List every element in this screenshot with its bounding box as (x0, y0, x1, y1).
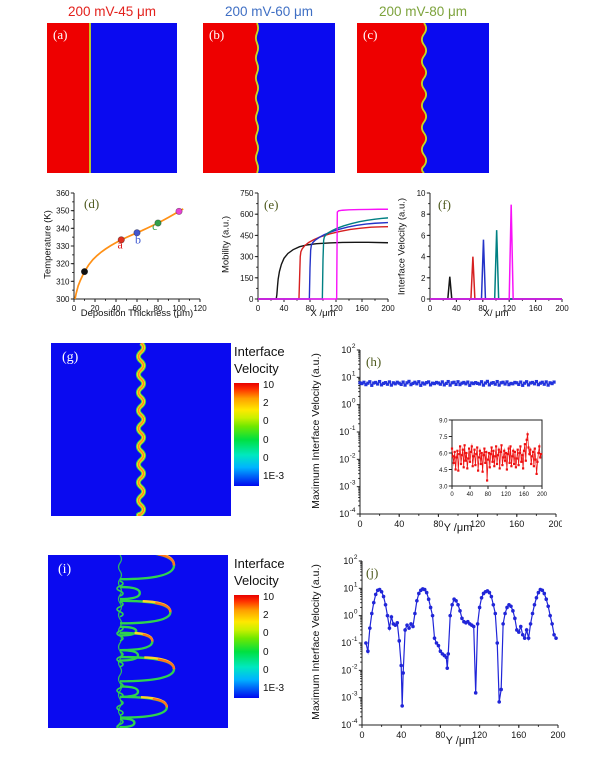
panel-i-image (48, 550, 228, 736)
colorbar-g-label: 0 (263, 416, 269, 428)
chart-j-xlabel: Y /μm (445, 735, 475, 747)
chart-d-canvas (40, 187, 208, 319)
panel-e-letter: (e) (264, 197, 279, 212)
colorbar-i-gradient (234, 595, 259, 698)
panel-f-letter: (f) (438, 197, 451, 212)
chart-h-ylabel: Maximum Interface Velocity (a.u.) (310, 353, 322, 509)
chart-e-canvas (220, 187, 398, 319)
panel-b-image (203, 22, 335, 174)
chart-d-ylabel: Temperature (K) (42, 210, 54, 279)
colorbar-i-title-line2: Velocity (234, 572, 279, 588)
colorbar-i-label: 2 (263, 610, 269, 622)
chart-j-canvas (326, 553, 566, 749)
colorbar-i-label: 0 (263, 628, 269, 640)
chart-f-canvas (396, 187, 572, 319)
colorbar-g-title: Interface Velocity (234, 344, 285, 378)
chart-d-xlabel: Deposition Thickness (μm) (80, 308, 194, 319)
panel-b-letter: (b) (209, 27, 225, 42)
colorbar-i-labels: 10 2 0 0 0 1E-3 (263, 592, 284, 694)
panel-c-image (357, 22, 489, 174)
colorbar-g-label: 1E-3 (263, 470, 285, 482)
chart-e-ylabel: Mobility (a.u.) (220, 216, 232, 274)
colorbar-g-title-line2: Velocity (234, 360, 279, 376)
panel-g-image (51, 341, 231, 519)
colorbar-i-label: 0 (263, 664, 269, 676)
panel-g-letter: (g) (62, 350, 79, 365)
chart-j-ylabel: Maximum Interface Velocity (a.u.) (310, 564, 322, 720)
colorbar-i-label: 1E-3 (263, 682, 285, 694)
panel-j-letter: (j) (366, 565, 379, 580)
colorbar-i-title-line1: Interface (234, 556, 285, 571)
colorbar-i-title: Interface Velocity (234, 556, 285, 590)
panel-c-title: 200 mV-80 μm (378, 4, 468, 19)
colorbar-i-label: 10 (263, 592, 275, 603)
panel-a-image (47, 23, 177, 173)
colorbar-g-labels: 10 2 0 0 0 1E-3 (263, 380, 284, 482)
chart-h-inset-canvas (432, 416, 548, 498)
chart-e-xlabel: X /μm (310, 308, 336, 319)
panel-d-letter: (d) (84, 196, 100, 211)
colorbar-g-label: 0 (263, 452, 269, 464)
chart-f-ylabel: Interface Velocity (a.u.) (396, 197, 408, 296)
panel-h-letter: (h) (366, 354, 382, 369)
panel-a-title: 200 mV-45 μm (67, 4, 157, 19)
panel-i-letter: (i) (58, 562, 72, 577)
colorbar-g-label: 2 (263, 398, 269, 410)
panel-c-letter: (c) (363, 27, 378, 42)
colorbar-g-gradient (234, 383, 259, 486)
chart-f-xlabel: X/ μm (483, 308, 509, 319)
chart-h-xlabel: Y /μm (443, 522, 473, 534)
panel-a-letter: (a) (53, 27, 68, 42)
colorbar-i-label: 0 (263, 646, 269, 658)
colorbar-g-label: 10 (263, 380, 275, 391)
colorbar-g-title-line1: Interface (234, 344, 285, 359)
colorbar-g-label: 0 (263, 434, 269, 446)
panel-b-title: 200 mV-60 μm (224, 4, 314, 19)
